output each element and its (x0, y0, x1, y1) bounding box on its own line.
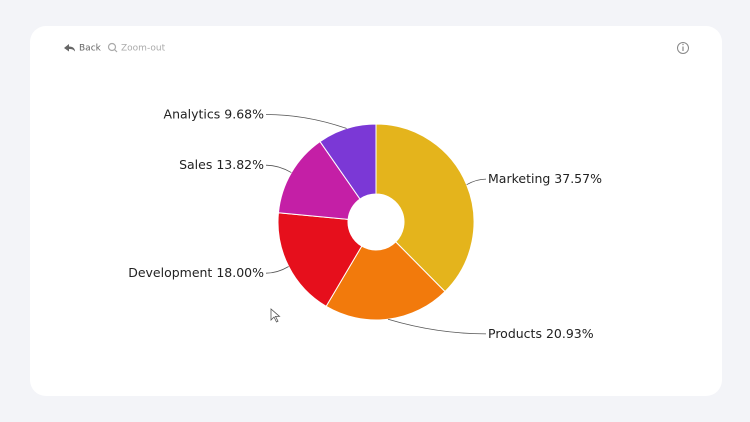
leader-line (466, 178, 487, 186)
slice (375, 123, 475, 293)
data-label: Development 18.00% (128, 265, 264, 280)
label-value: 13.82% (216, 157, 264, 172)
leader-line (265, 266, 289, 274)
leader-line (265, 164, 292, 173)
back-button[interactable]: Back (64, 44, 102, 54)
back-icon (64, 44, 75, 52)
back-label: Back (79, 44, 102, 54)
label-value: 9.68% (224, 106, 264, 121)
slice (325, 241, 446, 321)
leader-line (387, 318, 487, 335)
slice (319, 123, 377, 200)
data-label: Products 20.93% (488, 325, 594, 340)
zoom-icon (107, 42, 117, 52)
zoom-icon-handle (114, 49, 118, 53)
label-category: Products (488, 325, 542, 340)
info-button[interactable] (677, 42, 689, 54)
label-category: Sales (179, 157, 212, 172)
data-label: Marketing 37.57% (488, 171, 602, 186)
zoom-out-button[interactable]: Zoom-out (107, 42, 166, 54)
cursor (270, 308, 281, 323)
label-value: 18.00% (216, 265, 264, 280)
data-label: Analytics 9.68% (164, 106, 265, 121)
card (30, 26, 722, 396)
label-category: Analytics (164, 106, 221, 121)
data-label: Sales 13.82% (179, 157, 264, 172)
label-value: 37.57% (554, 171, 602, 186)
label-category: Development (128, 265, 212, 280)
info-icon (677, 42, 689, 54)
slice (277, 212, 363, 308)
label-value: 20.93% (546, 325, 594, 340)
slice (277, 140, 361, 220)
leader-line (265, 114, 347, 129)
info-icon-dot (682, 43, 684, 46)
label-category: Marketing (488, 171, 550, 186)
zoom-out-label: Zoom-out (121, 44, 166, 54)
